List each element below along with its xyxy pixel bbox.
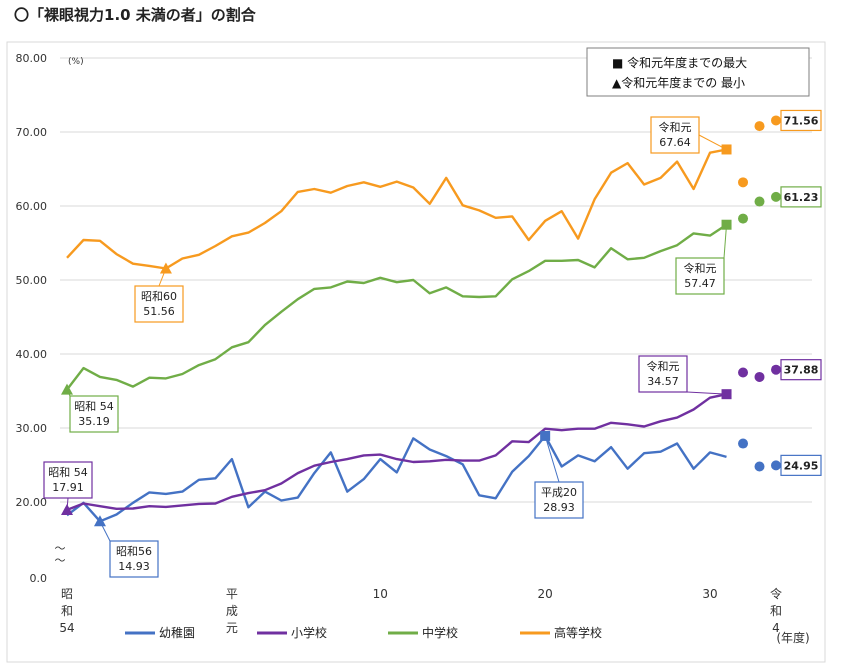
callout-label: 28.93 <box>543 501 575 514</box>
legend-label: 中学校 <box>422 625 458 640</box>
final-value-label: 71.56 <box>784 114 819 127</box>
callout-leader <box>158 268 167 287</box>
callout-label: 平成20 <box>541 486 577 499</box>
min-marker <box>159 262 172 274</box>
y-tick-label: 40.00 <box>16 348 48 361</box>
callout-box <box>134 285 184 323</box>
x-tick-label: 10 <box>373 587 388 601</box>
callout-label: 57.47 <box>684 277 716 290</box>
data-point <box>771 115 781 126</box>
callout-leader <box>723 224 728 259</box>
final-value-label: 24.95 <box>784 459 819 472</box>
marker-legend-entry: ■ 令和元年度までの最大 <box>612 55 747 70</box>
callout-label: 令和元 <box>647 359 680 373</box>
callout-leader <box>66 497 69 510</box>
callout-label: 昭和60 <box>141 290 177 303</box>
callout-box <box>69 395 119 433</box>
callout-box <box>675 257 725 295</box>
legend-label: 幼稚園 <box>159 626 195 640</box>
axis-break-symbol: 〜 <box>55 542 66 555</box>
x-tick-label: 成 <box>226 604 238 618</box>
callout-box <box>534 481 584 519</box>
data-point <box>754 461 765 472</box>
y-tick-label: 60.00 <box>16 200 48 213</box>
series-lines: 24.95 37.88 61.23 71.56 <box>66 109 822 523</box>
callout-box <box>650 116 700 154</box>
final-value-label: 37.88 <box>784 364 819 377</box>
callout-leader <box>698 134 727 150</box>
marker-legend-entry: ▲令和元年度までの 最小 <box>612 75 745 90</box>
series-legend: 幼稚園 小学校 中学校 高等学校 <box>125 625 602 640</box>
callout-label: 34.57 <box>647 375 679 388</box>
callout-box <box>109 540 159 578</box>
data-point <box>754 371 765 382</box>
series-line <box>66 434 727 523</box>
final-value-label: 61.23 <box>784 191 819 204</box>
callout-label: 令和元 <box>659 120 692 134</box>
callout-label: 14.93 <box>118 560 150 573</box>
x-tick-label: 54 <box>59 621 74 635</box>
y-tick-label: 70.00 <box>16 126 48 139</box>
callout-box <box>638 355 688 393</box>
callout-label: 昭和56 <box>116 545 152 558</box>
x-tick-label: 20 <box>538 587 553 601</box>
chart-border <box>6 41 826 663</box>
data-point <box>771 364 781 375</box>
final-value-box <box>780 109 822 132</box>
callout-box <box>43 461 93 499</box>
callout-label: 令和元 <box>684 261 717 275</box>
callout-leader <box>66 389 71 397</box>
y-tick-label: 50.00 <box>16 274 48 287</box>
axis-break-symbol: 〜 <box>55 554 66 567</box>
x-tick-label: 4 <box>772 621 780 635</box>
data-point <box>771 460 781 471</box>
legend-label: 小学校 <box>291 625 327 640</box>
final-value-box <box>780 454 822 476</box>
series-line <box>66 223 728 391</box>
y-tick-label: 20.00 <box>16 496 48 509</box>
annotations: 昭和60 51.56 令和元 67.64 昭和 54 35.19 令和元 57.47 令和元 34… <box>43 116 732 578</box>
y-axis: 0.0 20.00 30.00 40.00 50.00 60.00 70.00 80.00 〜〜… <box>16 52 84 585</box>
data-point <box>754 196 765 207</box>
series-line <box>66 148 727 270</box>
x-tick-label: 和 <box>770 604 782 618</box>
x-tick-label: 令 <box>770 586 782 601</box>
callout-label: 昭和 54 <box>48 466 88 479</box>
data-point <box>738 213 749 224</box>
callout-label: 昭和 54 <box>74 400 114 413</box>
data-point <box>738 177 749 188</box>
x-tick-label: 平 <box>226 587 238 601</box>
x-tick-label: 元 <box>226 621 238 635</box>
min-marker <box>61 383 73 395</box>
x-axis-label: (年度) <box>776 630 809 645</box>
legend-label: 高等学校 <box>554 625 602 640</box>
series-line <box>66 393 727 512</box>
y-tick-label: 80.00 <box>16 52 48 65</box>
data-point <box>754 121 765 132</box>
x-tick-label: 和 <box>61 604 73 618</box>
min-marker <box>93 515 106 527</box>
data-point <box>738 367 749 378</box>
x-tick-label: 昭 <box>61 587 73 601</box>
callout-leader <box>686 391 727 395</box>
data-point <box>738 438 749 449</box>
y-tick-label: 30.00 <box>16 422 48 435</box>
callout-label: 67.64 <box>659 136 691 149</box>
callout-leader <box>544 435 560 483</box>
marker-legend-frame <box>586 47 810 97</box>
unit-label: (%) <box>68 57 84 67</box>
marker-legend-box: ■ 令和元年度までの最大 ▲令和元年度までの 最小 <box>586 47 810 97</box>
final-value-box <box>780 186 822 208</box>
page-title: 〇「裸眼視力1.0 未満の者」の割合 <box>14 6 256 24</box>
callout-leader <box>99 521 111 542</box>
y-tick-label: 0.0 <box>30 572 48 585</box>
callout-label: 35.19 <box>78 415 110 428</box>
data-point <box>771 191 781 202</box>
x-tick-label: 30 <box>702 587 717 601</box>
final-value-box <box>780 359 822 381</box>
callout-label: 51.56 <box>143 305 175 318</box>
callout-label: 17.91 <box>52 481 84 494</box>
